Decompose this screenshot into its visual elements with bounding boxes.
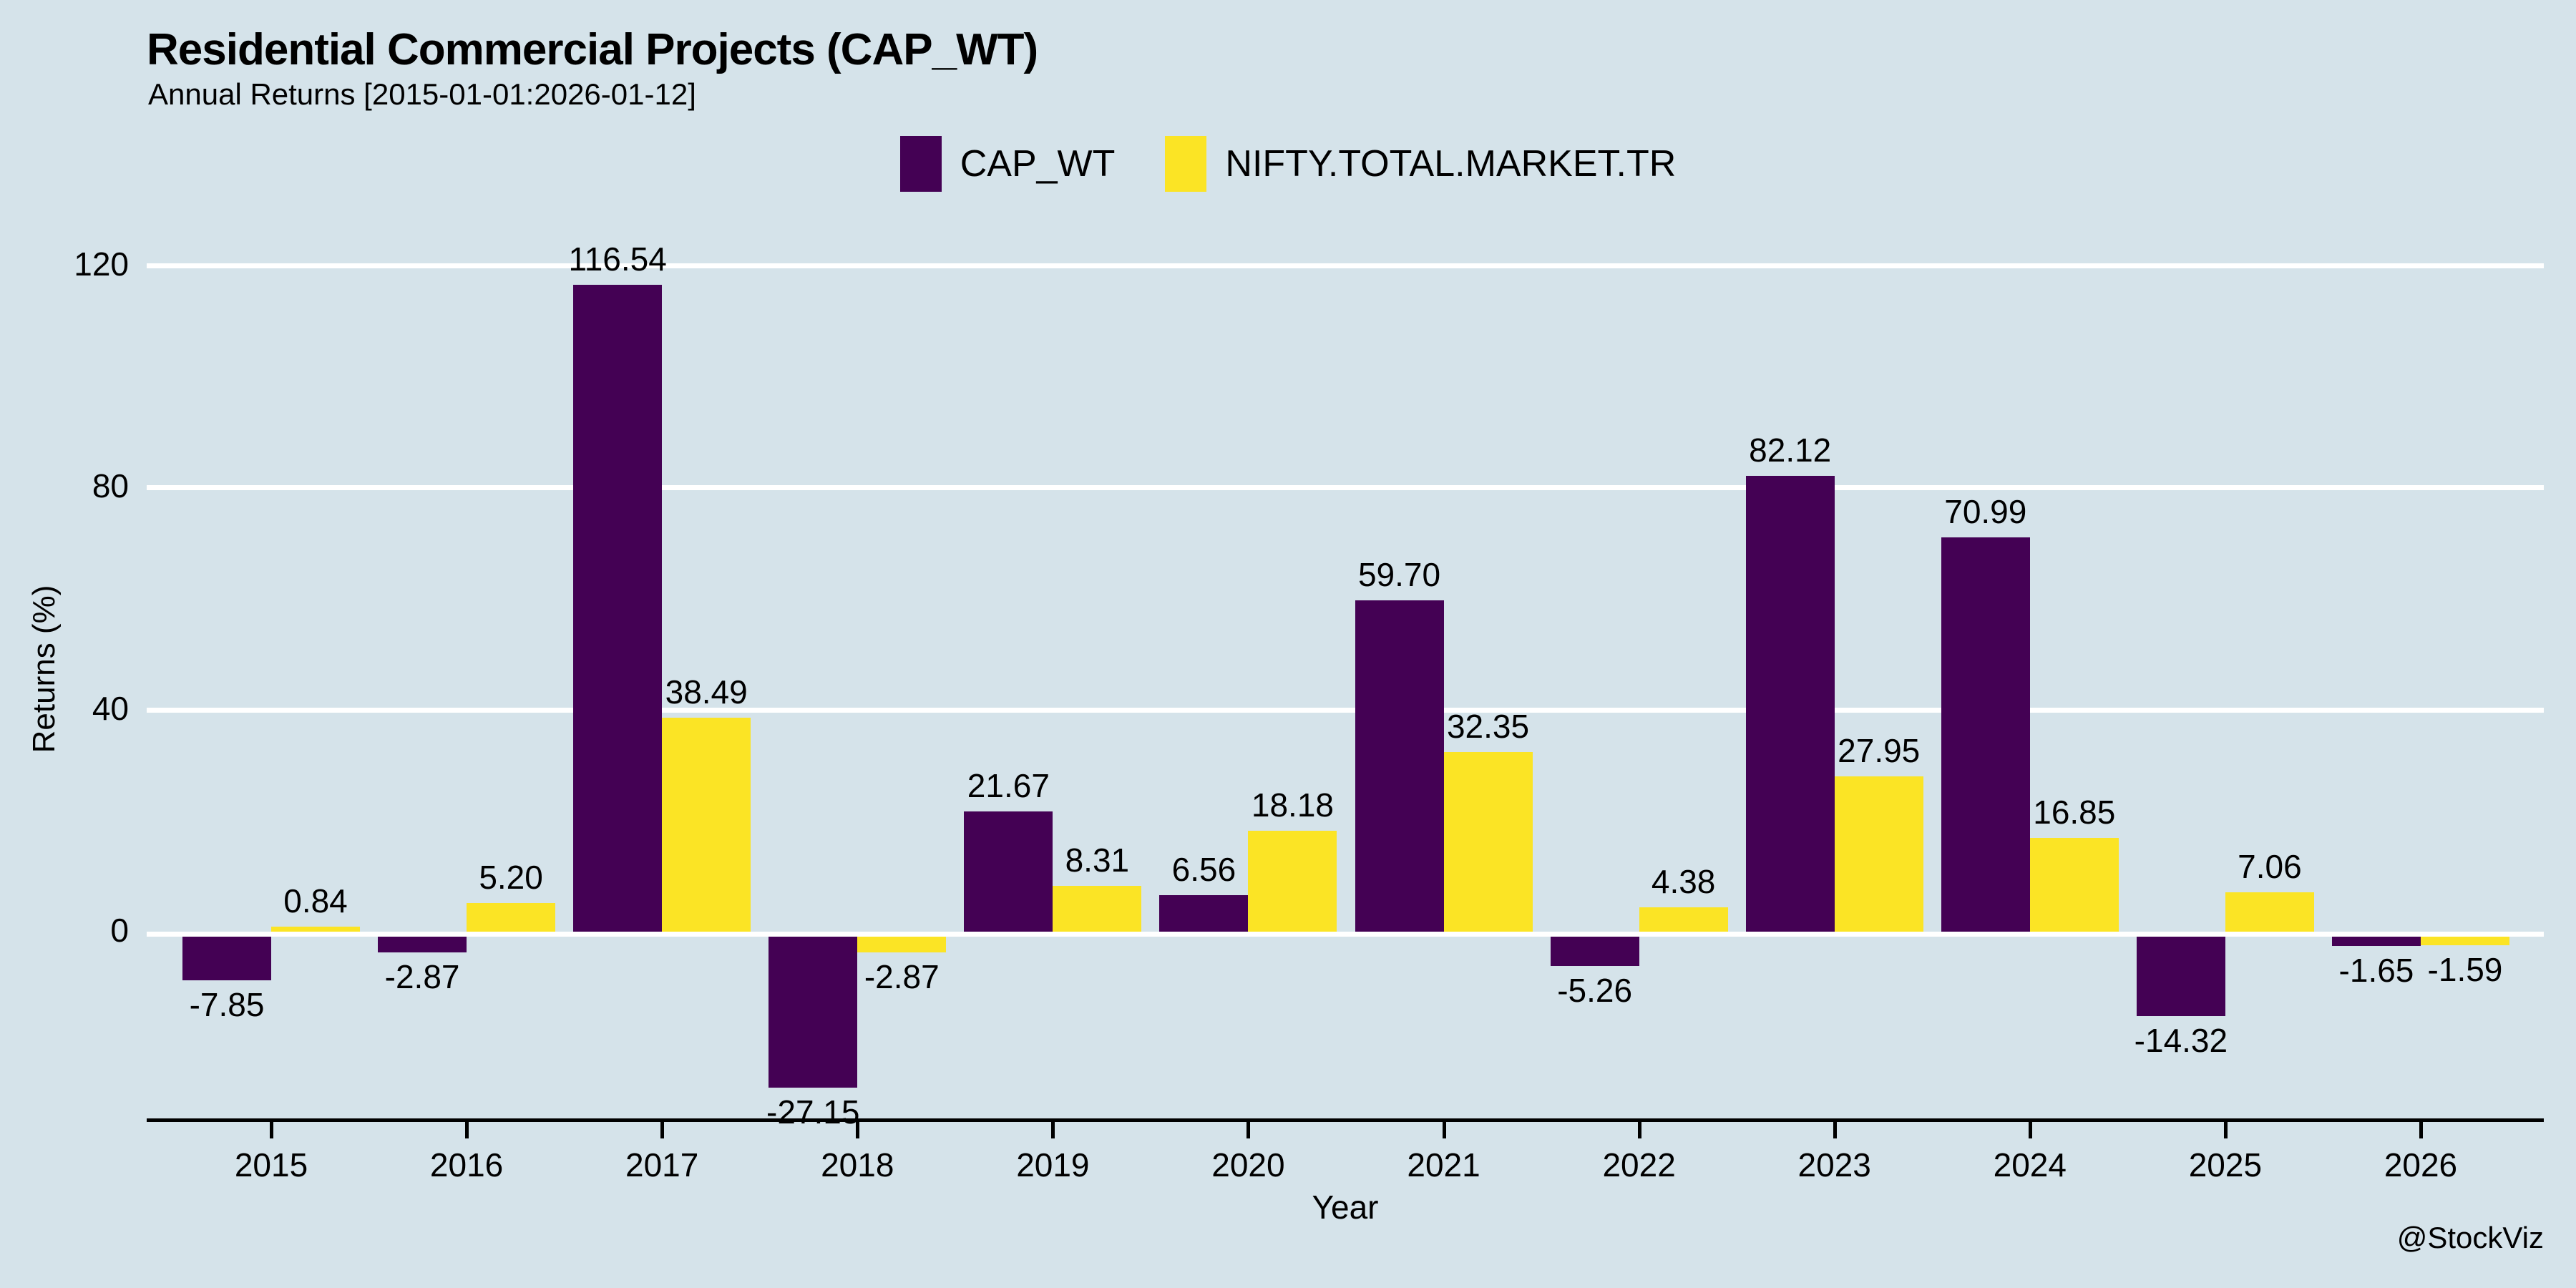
value-label-NIFTY.TOTAL.MARKET.TR-2017: 38.49 xyxy=(665,673,748,711)
value-label-NIFTY.TOTAL.MARKET.TR-2022: 4.38 xyxy=(1651,863,1716,900)
x-tick-2015 xyxy=(270,1120,273,1138)
y-tick-label-0: 0 xyxy=(110,912,129,949)
x-tick-label-2022: 2022 xyxy=(1602,1146,1676,1184)
x-tick-label-2019: 2019 xyxy=(1016,1146,1090,1184)
x-tick-2026 xyxy=(2419,1120,2423,1138)
value-label-CAP_WT-2015: -7.85 xyxy=(189,985,265,1023)
x-tick-2025 xyxy=(2223,1120,2228,1138)
x-tick-label-2015: 2015 xyxy=(234,1146,308,1184)
value-label-CAP_WT-2017: 116.54 xyxy=(568,240,667,278)
value-label-CAP_WT-2026: -1.65 xyxy=(2338,951,2414,989)
value-label-NIFTY.TOTAL.MARKET.TR-2019: 8.31 xyxy=(1065,841,1130,879)
value-label-NIFTY.TOTAL.MARKET.TR-2026: -1.59 xyxy=(2427,951,2503,989)
gridline-0 xyxy=(147,932,2544,937)
value-label-NIFTY.TOTAL.MARKET.TR-2021: 32.35 xyxy=(1446,707,1530,745)
bar-NIFTY.TOTAL.MARKET.TR-2016 xyxy=(467,902,556,932)
value-label-NIFTY.TOTAL.MARKET.TR-2025: 7.06 xyxy=(2238,848,2302,886)
bar-CAP_WT-2022 xyxy=(1550,937,1639,966)
gridline-120 xyxy=(147,263,2544,268)
bar-NIFTY.TOTAL.MARKET.TR-2017 xyxy=(662,718,751,932)
x-tick-2023 xyxy=(1833,1120,1837,1138)
bar-CAP_WT-2026 xyxy=(2331,937,2421,946)
x-tick-label-2016: 2016 xyxy=(429,1146,504,1184)
legend-label-nifty: NIFTY.TOTAL.MARKET.TR xyxy=(1225,143,1677,185)
value-label-CAP_WT-2024: 70.99 xyxy=(1944,493,2027,531)
x-tick-label-2020: 2020 xyxy=(1211,1146,1285,1184)
value-label-CAP_WT-2018: -27.15 xyxy=(766,1093,860,1131)
bar-NIFTY.TOTAL.MARKET.TR-2025 xyxy=(2225,892,2314,932)
x-tick-2020 xyxy=(1246,1120,1251,1138)
x-tick-2016 xyxy=(465,1120,469,1138)
bar-CAP_WT-2020 xyxy=(1159,895,1249,932)
legend-label-cap-wt: CAP_WT xyxy=(960,143,1116,185)
legend: CAP_WT NIFTY.TOTAL.MARKET.TR xyxy=(0,136,2576,192)
bar-CAP_WT-2017 xyxy=(573,284,663,932)
value-label-NIFTY.TOTAL.MARKET.TR-2016: 5.20 xyxy=(479,858,543,896)
bar-NIFTY.TOTAL.MARKET.TR-2021 xyxy=(1443,751,1533,932)
value-label-NIFTY.TOTAL.MARKET.TR-2020: 18.18 xyxy=(1251,786,1334,824)
watermark: @StockViz xyxy=(2396,1221,2544,1254)
value-label-NIFTY.TOTAL.MARKET.TR-2023: 27.95 xyxy=(1838,732,1921,770)
bar-NIFTY.TOTAL.MARKET.TR-2020 xyxy=(1248,830,1337,932)
bar-CAP_WT-2018 xyxy=(769,937,858,1088)
bar-NIFTY.TOTAL.MARKET.TR-2022 xyxy=(1639,907,1728,932)
value-label-CAP_WT-2016: -2.87 xyxy=(384,958,460,996)
legend-swatch-cap-wt-icon xyxy=(899,136,942,192)
value-label-NIFTY.TOTAL.MARKET.TR-2024: 16.85 xyxy=(2033,794,2116,831)
bar-NIFTY.TOTAL.MARKET.TR-2018 xyxy=(857,937,947,953)
y-tick-label-40: 40 xyxy=(92,689,129,727)
bar-NIFTY.TOTAL.MARKET.TR-2019 xyxy=(1053,885,1142,932)
bar-CAP_WT-2021 xyxy=(1355,600,1444,932)
bar-NIFTY.TOTAL.MARKET.TR-2024 xyxy=(2029,838,2119,932)
x-tick-label-2026: 2026 xyxy=(2384,1146,2458,1184)
bar-NIFTY.TOTAL.MARKET.TR-2015 xyxy=(271,927,360,932)
value-label-CAP_WT-2022: -5.26 xyxy=(1557,971,1633,1009)
x-tick-label-2024: 2024 xyxy=(1993,1146,2067,1184)
gridline-40 xyxy=(147,707,2544,713)
chart-subtitle: Annual Returns [2015-01-01:2026-01-12] xyxy=(148,77,696,111)
value-label-CAP_WT-2020: 6.56 xyxy=(1171,851,1236,889)
x-tick-label-2021: 2021 xyxy=(1407,1146,1480,1184)
y-tick-label-80: 80 xyxy=(92,467,129,505)
bar-NIFTY.TOTAL.MARKET.TR-2026 xyxy=(2420,937,2509,946)
bar-CAP_WT-2015 xyxy=(182,937,271,980)
x-tick-label-2023: 2023 xyxy=(1797,1146,1871,1184)
bar-CAP_WT-2025 xyxy=(2136,937,2225,1017)
x-tick-2018 xyxy=(856,1120,860,1138)
bar-CAP_WT-2016 xyxy=(378,937,467,953)
value-label-CAP_WT-2023: 82.12 xyxy=(1749,431,1832,469)
chart-title: Residential Commercial Projects (CAP_WT) xyxy=(147,25,1038,74)
legend-swatch-nifty-icon xyxy=(1165,136,1207,192)
legend-item-nifty: NIFTY.TOTAL.MARKET.TR xyxy=(1165,136,1676,192)
value-label-NIFTY.TOTAL.MARKET.TR-2015: 0.84 xyxy=(283,882,348,920)
value-label-NIFTY.TOTAL.MARKET.TR-2018: -2.87 xyxy=(864,958,940,996)
legend-item-cap-wt: CAP_WT xyxy=(899,136,1116,192)
gridline-80 xyxy=(147,485,2544,491)
value-label-CAP_WT-2019: 21.67 xyxy=(967,766,1050,804)
x-axis-title: Year xyxy=(1312,1189,1379,1226)
bar-NIFTY.TOTAL.MARKET.TR-2023 xyxy=(1834,776,1923,932)
value-label-CAP_WT-2021: 59.70 xyxy=(1357,555,1441,593)
bar-CAP_WT-2019 xyxy=(964,811,1053,932)
y-tick-label-120: 120 xyxy=(74,245,129,283)
x-tick-2024 xyxy=(2028,1120,2032,1138)
x-tick-2022 xyxy=(1637,1120,1641,1138)
bar-CAP_WT-2024 xyxy=(1941,537,2030,932)
value-label-CAP_WT-2025: -14.32 xyxy=(2134,1022,2228,1060)
plot-area xyxy=(147,250,2544,1122)
x-tick-2017 xyxy=(660,1120,665,1138)
x-tick-label-2025: 2025 xyxy=(2188,1146,2263,1184)
x-tick-2021 xyxy=(1442,1120,1446,1138)
x-tick-label-2017: 2017 xyxy=(625,1146,699,1184)
x-tick-label-2018: 2018 xyxy=(821,1146,894,1184)
bar-CAP_WT-2023 xyxy=(1745,475,1835,932)
x-tick-2019 xyxy=(1051,1120,1055,1138)
